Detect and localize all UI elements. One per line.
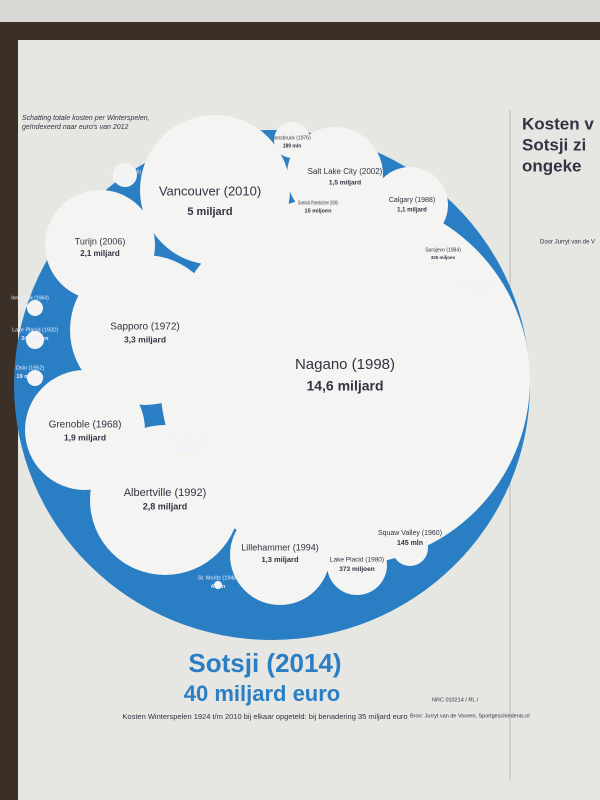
bubble-name: Squaw Valley (1960) (378, 530, 442, 537)
cost-circle (327, 535, 387, 595)
bubble-name: St. Moritz (1948) (198, 575, 239, 581)
credit: NRC 010214 / RL / (432, 697, 479, 703)
bubble-name: Albertville (1992) (124, 487, 207, 499)
bubble-cost: 1,1 miljard (397, 208, 427, 214)
bubble-cost: 3,3 miljard (124, 334, 166, 344)
byline: Door Jurryt van de V (540, 240, 595, 246)
cost-circle (230, 505, 330, 605)
bubble-cost: 1,9 miljard (64, 432, 106, 442)
bubble-cost: 325 miljoen (431, 255, 456, 260)
bubble-name: Nagano (1998) (295, 356, 395, 373)
cost-circle (70, 255, 220, 405)
bubble-name: Oslo (1952) (16, 365, 45, 371)
bubble-name: Cortina (1956) (109, 169, 141, 175)
bubble-cost: 4 mln (211, 584, 226, 590)
bubble-cost: 62 mln (117, 177, 133, 183)
bubble-cost: 145 mln (397, 540, 423, 547)
cost-circle (140, 115, 290, 265)
cost-circle (423, 230, 463, 270)
bubble-cost: 5 miljard (187, 206, 232, 218)
headline: ongeke (522, 156, 582, 175)
paper-top (0, 0, 600, 22)
cost-circle (296, 185, 340, 229)
bubble-name: Innsbruck (1964) (11, 295, 49, 301)
footer-note: Kosten Winterspelen 1924 t/m 2010 bij el… (122, 712, 407, 721)
bubble-cost: 2,8 miljard (143, 501, 188, 511)
cost-circle (175, 441, 181, 447)
bubble-name: Sarajevo (1984) (425, 247, 461, 253)
bubble-cost: 15 miljoen (305, 208, 333, 214)
cost-circle (26, 331, 44, 349)
bubble-name: Garmisch-Partenkirchen (1936) (298, 200, 338, 206)
bubble-cost: 373 miljoen (339, 566, 374, 573)
bubble-cost: 189 mln (283, 143, 302, 149)
source: Bron: Jurryt van de Vooren, Sportgeschie… (410, 713, 530, 719)
cost-circle (495, 292, 501, 298)
cost-circle (27, 300, 43, 316)
bubble-cost: 14,6 miljard (306, 378, 383, 394)
bubble-cost: 3 miljoen (177, 446, 203, 452)
cost-circle (90, 425, 240, 575)
bubble-name: Salt Lake City (2002) (308, 167, 383, 176)
headline: Sotsji zi (522, 135, 586, 154)
bubble-name: St. Moritz (1928) (170, 437, 211, 443)
bubble-cost: 1,5 miljard (329, 180, 361, 187)
bubble-name: Lake Placid (1980) (330, 557, 384, 564)
cost-circle (372, 167, 448, 243)
bubble-name: Grenoble (1968) (49, 420, 122, 431)
header-line: geïndexeerd naar euro's van 2012 (22, 124, 129, 131)
bubble-name: Innsbruck (1976) (273, 135, 311, 141)
bubble-cost: 19 miljoen (18, 303, 42, 309)
cost-circle (392, 530, 428, 566)
bubble-name: Sapporo (1972) (110, 322, 180, 333)
bubble-name: Lake Placid (1932) (12, 327, 58, 333)
bubble-cost: 24 miljoen (22, 336, 50, 342)
bubble-name: Vancouver (2010) (159, 183, 261, 198)
total-name: Sotsji (2014) (188, 648, 341, 678)
cost-circle (214, 581, 222, 589)
cost-circle (274, 122, 310, 158)
cost-circle (27, 370, 43, 386)
bubble-cost: 1,3 miljard (261, 555, 299, 564)
bubble-name: Lillehammer (1994) (241, 542, 319, 552)
total-cost: 40 miljard euro (184, 681, 341, 706)
bubble-cost: 3 mln (471, 287, 484, 293)
bubble-cost: 19 miljoen (17, 374, 45, 380)
headline: Kosten v (522, 114, 594, 133)
cost-circle (160, 195, 530, 565)
bubble-name: Turijn (2006) (75, 236, 126, 246)
bubble-cost: 2,1 miljard (80, 249, 120, 258)
bubble-name: Calgary (1988) (389, 197, 435, 204)
bubble-name: Chamonix (1924) (459, 279, 498, 285)
cost-circle (113, 163, 137, 187)
header-line: Schatting totale kosten per Winterspelen… (22, 115, 150, 122)
